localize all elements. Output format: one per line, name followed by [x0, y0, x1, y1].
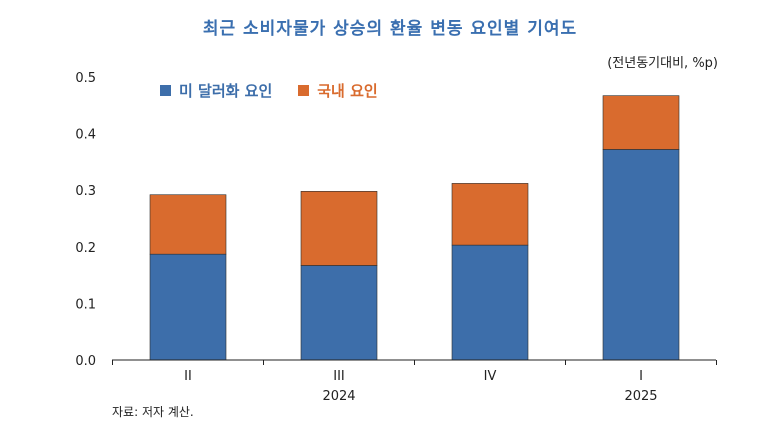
unit-label: (전년동기대비, %p)	[607, 56, 718, 71]
legend-item-usd: 미 달러화 요인	[160, 80, 272, 101]
y-tick-label: 0.1	[75, 297, 96, 312]
x-tick-label: III	[333, 369, 345, 384]
legend-swatch-domestic	[298, 85, 310, 96]
bar-usd-segment	[602, 149, 680, 361]
x-tick-label: IV	[484, 369, 497, 384]
legend-item-domestic: 국내 요인	[298, 80, 378, 101]
bar-domestic-segment	[149, 194, 227, 255]
source-note: 자료: 저자 계산.	[112, 405, 194, 419]
x-tick-label: I	[639, 369, 643, 384]
bar-domestic-segment	[602, 95, 680, 150]
bar-domestic-segment	[451, 183, 529, 246]
bar-domestic-segment	[300, 191, 378, 266]
y-tick-label: 0.2	[75, 241, 96, 256]
legend: 미 달러화 요인 국내 요인	[160, 80, 378, 101]
y-tick-label: 0.4	[75, 128, 96, 143]
bar-usd-segment	[300, 265, 378, 361]
chart-title: 최근 소비자물가 상승의 환율 변동 요인별 기여도	[202, 19, 578, 39]
bar-usd-segment	[149, 253, 227, 361]
bar-usd-segment	[451, 244, 529, 361]
legend-label-usd: 미 달러화 요인	[179, 82, 273, 100]
x-year-label: 2025	[624, 389, 657, 404]
y-tick-label: 0.5	[75, 71, 96, 86]
x-year-label: 2024	[322, 389, 355, 404]
legend-label-domestic: 국내 요인	[317, 82, 378, 100]
x-tick-label: II	[184, 369, 192, 384]
legend-swatch-usd	[160, 85, 171, 96]
y-tick-label: 0.3	[75, 184, 96, 199]
y-tick-label: 0.0	[75, 354, 96, 369]
